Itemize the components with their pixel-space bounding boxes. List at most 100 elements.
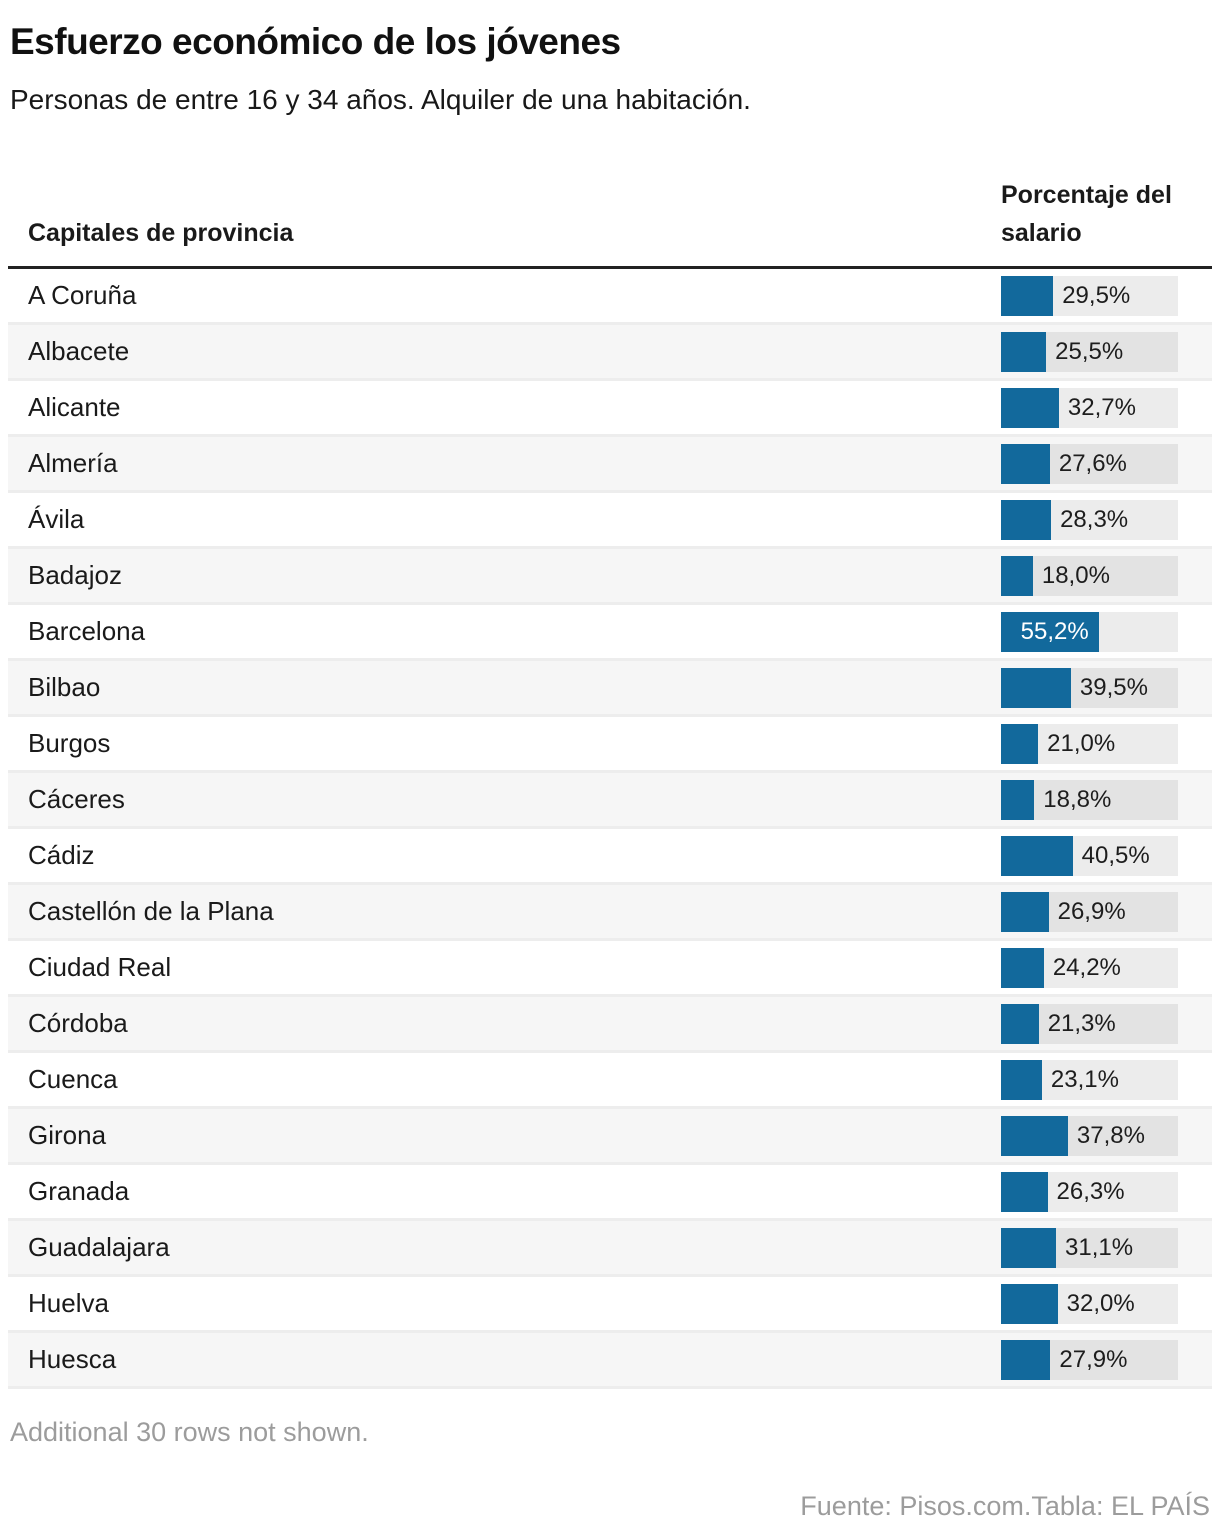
- bar-track: 28,3%: [1001, 499, 1178, 540]
- city-label: Bilbao: [28, 672, 101, 702]
- bar-cell: 39,5%: [1001, 667, 1212, 708]
- bar-track: 24,2%: [1001, 947, 1178, 988]
- bar-track: 27,6%: [1001, 443, 1178, 484]
- bar-cell: 25,5%: [1001, 331, 1212, 372]
- bar-track: 18,0%: [1001, 555, 1178, 596]
- column-header-percentage: Porcentaje del salario: [1001, 181, 1172, 247]
- city-label: Huesca: [28, 1344, 117, 1374]
- city-label: Ciudad Real: [28, 952, 172, 982]
- city-label: Córdoba: [28, 1008, 128, 1038]
- bar-fill: [1001, 1339, 1051, 1380]
- city-label: Ávila: [28, 504, 85, 534]
- bar-track: 39,5%: [1001, 667, 1178, 708]
- table-row: Córdoba 21,3%: [8, 997, 1212, 1053]
- bar-fill: [1001, 331, 1047, 372]
- table-row: Cáceres 18,8%: [8, 773, 1212, 829]
- city-label: Alicante: [28, 392, 121, 422]
- city-label: Burgos: [28, 728, 111, 758]
- bar-cell: 21,0%: [1001, 723, 1212, 764]
- bar-fill: [1001, 667, 1071, 708]
- bar-track: 21,3%: [1001, 1003, 1178, 1044]
- city-label: Cáceres: [28, 784, 125, 814]
- bar-value-label: 29,5%: [1062, 281, 1131, 309]
- bar-fill: [1001, 555, 1033, 596]
- table-row: Huesca 27,9%: [8, 1333, 1212, 1389]
- table-row: Huelva 32,0%: [8, 1277, 1212, 1333]
- table-row: Alicante 32,7%: [8, 381, 1212, 437]
- table-row: Cádiz 40,5%: [8, 829, 1212, 885]
- bar-value-label: 24,2%: [1052, 953, 1121, 981]
- bar-cell: 31,1%: [1001, 1227, 1212, 1268]
- bar-fill: [1001, 891, 1049, 932]
- bar-track: 55,2%: [1001, 611, 1178, 652]
- bar-value-label: 25,5%: [1055, 337, 1124, 365]
- bar-track: 32,7%: [1001, 387, 1178, 428]
- bar-value-label: 32,0%: [1066, 1289, 1135, 1317]
- bar-fill: [1001, 443, 1050, 484]
- bar-value-label: 21,3%: [1047, 1009, 1116, 1037]
- bar-cell: 29,5%: [1001, 275, 1212, 316]
- bar-cell: 55,2%: [1001, 611, 1212, 652]
- bar-track: 27,9%: [1001, 1339, 1178, 1380]
- bar-value-label: 18,8%: [1043, 785, 1112, 813]
- bar-value-label: 18,0%: [1041, 561, 1110, 589]
- bar-cell: 28,3%: [1001, 499, 1212, 540]
- bar-track: 29,5%: [1001, 275, 1178, 316]
- city-label: Cádiz: [28, 840, 95, 870]
- page-subtitle: Personas de entre 16 y 34 años. Alquiler…: [10, 84, 751, 115]
- table-row: Ávila 28,3%: [8, 493, 1212, 549]
- bar-cell: 40,5%: [1001, 835, 1212, 876]
- bar-cell: 27,6%: [1001, 443, 1212, 484]
- city-label: Albacete: [28, 336, 130, 366]
- bar-value-label: 39,5%: [1079, 673, 1148, 701]
- bar-cell: 26,3%: [1001, 1171, 1212, 1212]
- bar-value-label: 27,9%: [1059, 1345, 1128, 1373]
- bar-value-label: 26,9%: [1057, 897, 1126, 925]
- table-row: Almería 27,6%: [8, 437, 1212, 493]
- bar-track: 32,0%: [1001, 1283, 1178, 1324]
- bar-cell: 23,1%: [1001, 1059, 1212, 1100]
- city-label: Guadalajara: [28, 1232, 170, 1262]
- bar-cell: 18,0%: [1001, 555, 1212, 596]
- table-row: Cuenca 23,1%: [8, 1053, 1212, 1109]
- bar-cell: 32,7%: [1001, 387, 1212, 428]
- source-credit: Fuente: Pisos.com.Tabla: EL PAÍS: [800, 1491, 1210, 1521]
- table-row: Barcelona 55,2%: [8, 605, 1212, 661]
- bar-fill: [1001, 1227, 1057, 1268]
- table-row: A Coruña 29,5%: [8, 269, 1212, 325]
- bar-fill: [1001, 835, 1073, 876]
- bar-cell: 26,9%: [1001, 891, 1212, 932]
- bar-fill: [1001, 1171, 1048, 1212]
- bar-track: 26,9%: [1001, 891, 1178, 932]
- bar-fill: [1001, 611, 1099, 652]
- bar-fill: [1001, 1003, 1039, 1044]
- city-label: Huelva: [28, 1288, 109, 1318]
- bar-track: 21,0%: [1001, 723, 1178, 764]
- bar-value-label: 32,7%: [1067, 393, 1136, 421]
- table-row: Albacete 25,5%: [8, 325, 1212, 381]
- city-label: Almería: [28, 448, 118, 478]
- page-title: Esfuerzo económico de los jóvenes: [10, 21, 621, 62]
- city-label: Barcelona: [28, 616, 146, 646]
- bar-track: 18,8%: [1001, 779, 1178, 820]
- bar-value-label: 23,1%: [1050, 1065, 1119, 1093]
- table-row: Castellón de la Plana 26,9%: [8, 885, 1212, 941]
- chart-header: Esfuerzo económico de los jóvenes Person…: [8, 20, 1212, 118]
- bar-track: 23,1%: [1001, 1059, 1178, 1100]
- bar-fill: [1001, 779, 1035, 820]
- bar-cell: 27,9%: [1001, 1339, 1212, 1380]
- bar-value-label: 31,1%: [1065, 1233, 1134, 1261]
- city-label: Granada: [28, 1176, 130, 1206]
- table-row: Guadalajara 31,1%: [8, 1221, 1212, 1277]
- bar-track: 40,5%: [1001, 835, 1178, 876]
- bar-value-label: 26,3%: [1056, 1177, 1125, 1205]
- bar-track: 37,8%: [1001, 1115, 1178, 1156]
- table-row: Ciudad Real 24,2%: [8, 941, 1212, 997]
- bar-cell: 24,2%: [1001, 947, 1212, 988]
- table-row: Badajoz 18,0%: [8, 549, 1212, 605]
- bar-track: 31,1%: [1001, 1227, 1178, 1268]
- bar-track: 25,5%: [1001, 331, 1178, 372]
- bar-fill: [1001, 1283, 1058, 1324]
- table-body: A Coruña 29,5% Albacete 25,5% Alicante 3…: [8, 269, 1212, 1389]
